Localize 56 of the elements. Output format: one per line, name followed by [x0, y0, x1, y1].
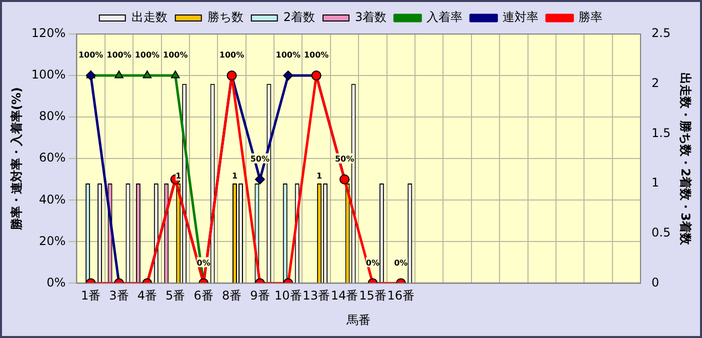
- point: [170, 70, 180, 78]
- y-tick-label: 20%: [39, 234, 66, 248]
- x-tick-label: 15番: [359, 288, 386, 303]
- legend-label: 3着数: [355, 10, 387, 24]
- x-tick-label: 13番: [302, 288, 330, 303]
- data-label: 100%: [106, 50, 132, 60]
- data-label: 100%: [78, 50, 104, 60]
- legend-label: 勝ち数: [207, 10, 244, 24]
- y-tick-label: 0%: [46, 275, 66, 290]
- y-tick-label: 100%: [31, 68, 66, 82]
- data-label: 1: [316, 172, 323, 181]
- x-tick-label: 6番: [194, 288, 214, 303]
- x-tick-label: 16番: [387, 288, 415, 303]
- y-axis-title: 勝率・連対率・入着率(%): [9, 87, 24, 232]
- point: [283, 70, 294, 81]
- y2-tick-label: 1: [652, 176, 660, 190]
- point: [114, 70, 124, 78]
- text: 100%: [219, 50, 244, 60]
- data-label: 100%: [134, 50, 160, 60]
- text: 0%: [366, 258, 380, 268]
- x-tick-label: 9番: [250, 288, 270, 303]
- y-tick-label: 60%: [39, 150, 66, 165]
- y2-tick-label: 1.5: [652, 126, 671, 140]
- y-tick-label: 80%: [39, 109, 66, 124]
- legend-label: 入着率: [426, 10, 463, 24]
- data-label: 0%: [196, 258, 210, 268]
- data-label: 1: [176, 172, 182, 181]
- x-tick-label: 8番: [222, 288, 242, 303]
- legend-label: 出走数: [131, 10, 168, 24]
- text: 100%: [304, 50, 329, 60]
- x-tick-label: 14番: [330, 288, 358, 303]
- x-axis-title: 馬番: [346, 312, 371, 327]
- text: 100%: [276, 50, 300, 60]
- text: 50%: [334, 154, 354, 164]
- data-label: 1: [232, 172, 238, 181]
- point: [142, 70, 152, 78]
- y-tick-label: 120%: [31, 26, 66, 40]
- y-tick-label: 40%: [39, 192, 66, 206]
- text: 0%: [394, 258, 408, 268]
- y2-tick-label: 2: [652, 76, 660, 90]
- data-label: 100%: [163, 50, 188, 60]
- legend-label: 2着数: [283, 10, 316, 24]
- x-tick-label: 1番: [80, 288, 101, 303]
- x-tick-label: 3番: [109, 288, 129, 303]
- y2-tick-label: 2.5: [652, 26, 671, 40]
- x-tick-label: 5番: [166, 288, 186, 303]
- y2-axis-title: 出走数・勝ち数・2着数・3着数: [678, 72, 693, 246]
- x-tick-label: 10番: [274, 288, 302, 303]
- point: [254, 174, 265, 184]
- y2-tick-label: 0: [652, 275, 660, 290]
- y2-tick-label: 0.5: [652, 225, 671, 240]
- x-tick-label: 4番: [137, 288, 158, 303]
- point: [86, 70, 96, 81]
- legend-label: 連対率: [502, 10, 539, 24]
- text: 50%: [250, 154, 270, 164]
- legend-label: 勝率: [578, 10, 603, 24]
